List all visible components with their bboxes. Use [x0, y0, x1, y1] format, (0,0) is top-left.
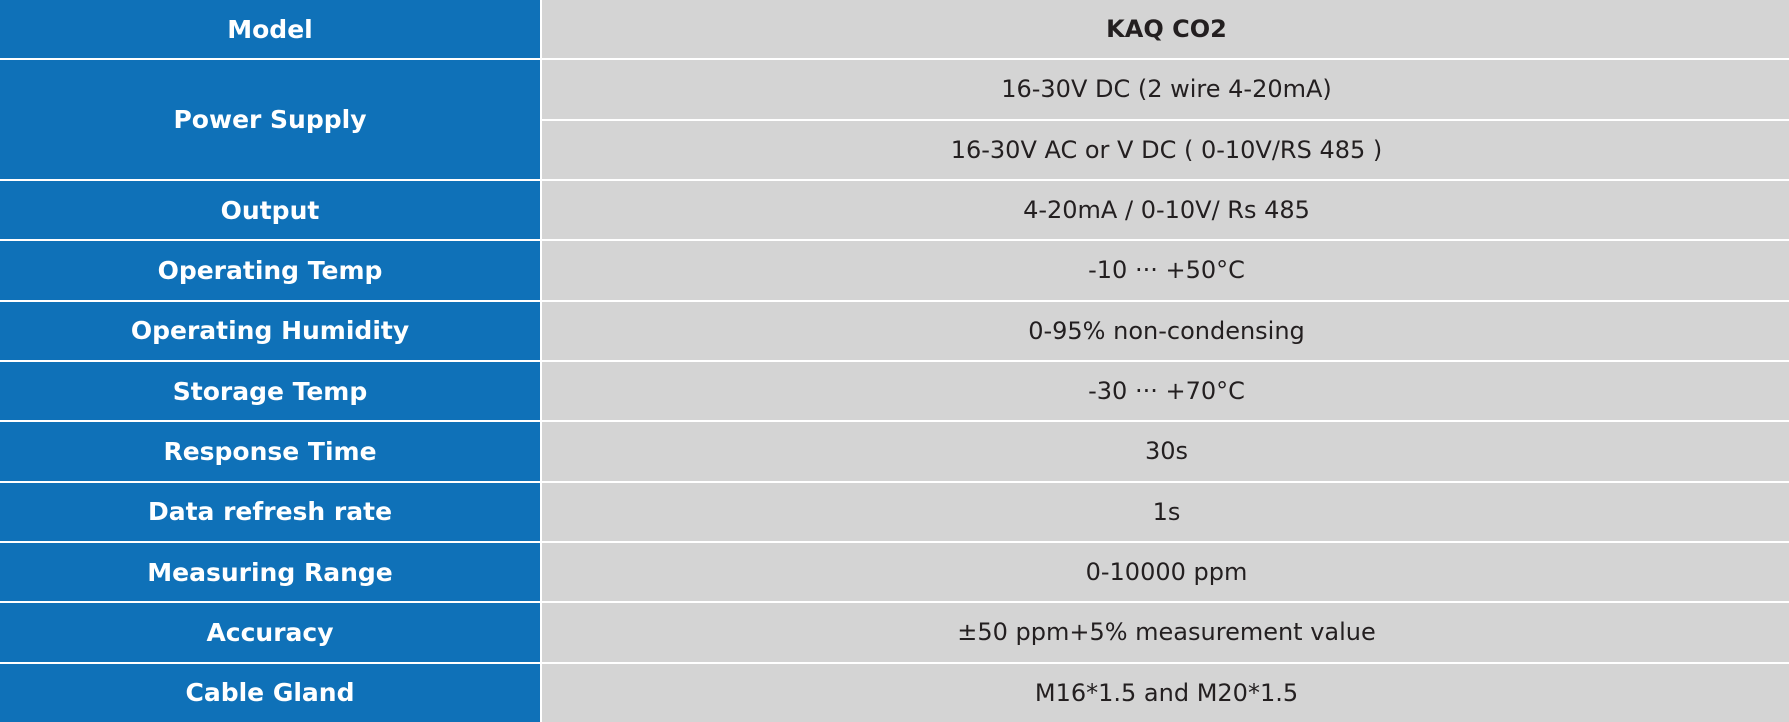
row-label: Measuring Range — [0, 542, 540, 602]
row-value: M16*1.5 and M20*1.5 — [542, 663, 1789, 722]
row-value: 4-20mA / 0-10V/ Rs 485 — [542, 180, 1789, 240]
row-label: Response Time — [0, 422, 540, 481]
row-value: 0-95% non-condensing — [542, 301, 1789, 360]
row-label: Data refresh rate — [0, 482, 540, 541]
row-value: -30 ··· +70°C — [542, 361, 1789, 421]
row-label: Cable Gland — [0, 663, 540, 722]
row-value: ±50 ppm+5% measurement value — [542, 603, 1789, 662]
row-label: Model — [0, 0, 540, 59]
row-value: 16-30V AC or V DC ( 0-10V/RS 485 ) — [542, 120, 1789, 179]
row-value: 0-10000 ppm — [542, 542, 1789, 602]
row-label: Storage Temp — [0, 361, 540, 421]
row-value: -10 ··· +50°C — [542, 241, 1789, 300]
row-value: 30s — [542, 422, 1789, 481]
row-value: KAQ CO2 — [542, 0, 1789, 59]
row-label: Output — [0, 180, 540, 240]
row-label: Operating Humidity — [0, 301, 540, 360]
row-label: Operating Temp — [0, 241, 540, 300]
row-label: Accuracy — [0, 603, 540, 662]
row-label: Power Supply — [0, 60, 540, 179]
row-value: 16-30V DC (2 wire 4-20mA) — [542, 60, 1789, 119]
row-value: 1s — [542, 482, 1789, 541]
